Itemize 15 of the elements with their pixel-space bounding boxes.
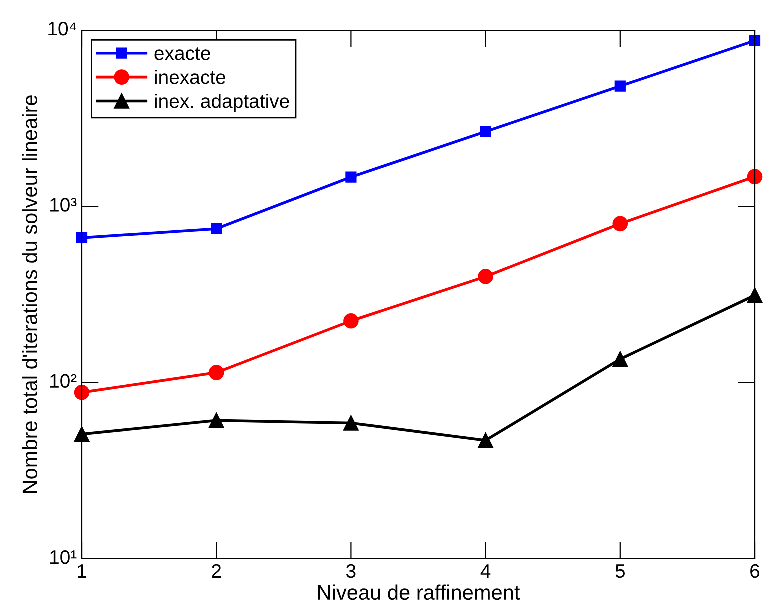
x-tick-label: 3 — [346, 564, 356, 578]
x-tick-label: 5 — [616, 564, 625, 578]
legend-label: exacte — [154, 48, 210, 60]
y-tick-label: 10¹ — [50, 550, 77, 564]
x-tick-label: 2 — [212, 564, 222, 578]
y-tick-label: 10⁴ — [48, 22, 76, 36]
legend-label: inex. adaptative — [155, 94, 290, 112]
x-tick-label: 6 — [750, 564, 760, 578]
x-tick-label: 1 — [78, 564, 86, 578]
x-axis-title: Niveau de raffinement — [318, 584, 520, 600]
y-axis-title: Nombre total d'iterations du solveur lineaire — [22, 96, 38, 494]
legend-label: inexacte — [155, 70, 226, 84]
y-tick-label: 10³ — [50, 198, 77, 212]
x-tick-label: 4 — [480, 564, 491, 578]
y-tick-label: 10² — [50, 374, 77, 388]
